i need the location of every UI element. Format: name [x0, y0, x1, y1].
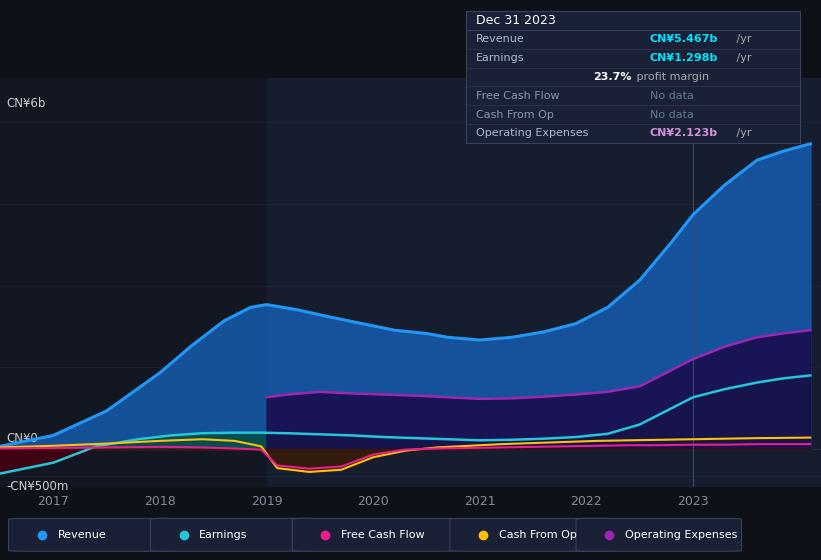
Text: No data: No data — [649, 110, 694, 120]
Text: 2022: 2022 — [571, 494, 603, 508]
Text: CN¥0: CN¥0 — [7, 432, 39, 445]
Text: Revenue: Revenue — [57, 530, 106, 540]
Bar — [267, 78, 821, 487]
Text: CN¥2.123b: CN¥2.123b — [649, 128, 718, 138]
Text: 2017: 2017 — [38, 494, 69, 508]
Text: CN¥6b: CN¥6b — [7, 97, 46, 110]
Text: 2020: 2020 — [357, 494, 389, 508]
FancyBboxPatch shape — [450, 519, 616, 551]
Text: 2023: 2023 — [677, 494, 709, 508]
FancyBboxPatch shape — [576, 519, 741, 551]
Text: Earnings: Earnings — [200, 530, 248, 540]
Text: /yr: /yr — [733, 53, 752, 63]
Text: Operating Expenses: Operating Expenses — [625, 530, 737, 540]
Text: 2021: 2021 — [464, 494, 496, 508]
Text: Cash From Op: Cash From Op — [499, 530, 576, 540]
Text: /yr: /yr — [733, 34, 752, 44]
FancyBboxPatch shape — [150, 519, 316, 551]
Text: /yr: /yr — [733, 128, 752, 138]
Text: Free Cash Flow: Free Cash Flow — [342, 530, 424, 540]
Text: -CN¥500m: -CN¥500m — [7, 480, 69, 493]
Text: profit margin: profit margin — [633, 72, 709, 82]
Text: 2018: 2018 — [144, 494, 176, 508]
Text: CN¥5.467b: CN¥5.467b — [649, 34, 718, 44]
Text: Cash From Op: Cash From Op — [475, 110, 553, 120]
Text: 23.7%: 23.7% — [593, 72, 631, 82]
FancyBboxPatch shape — [8, 519, 174, 551]
Text: Free Cash Flow: Free Cash Flow — [475, 91, 559, 101]
Text: Earnings: Earnings — [475, 53, 524, 63]
Text: CN¥1.298b: CN¥1.298b — [649, 53, 718, 63]
Text: Revenue: Revenue — [475, 34, 525, 44]
FancyBboxPatch shape — [292, 519, 458, 551]
Text: No data: No data — [649, 91, 694, 101]
Text: 2019: 2019 — [250, 494, 282, 508]
Text: Dec 31 2023: Dec 31 2023 — [475, 14, 555, 27]
Text: Operating Expenses: Operating Expenses — [475, 128, 588, 138]
